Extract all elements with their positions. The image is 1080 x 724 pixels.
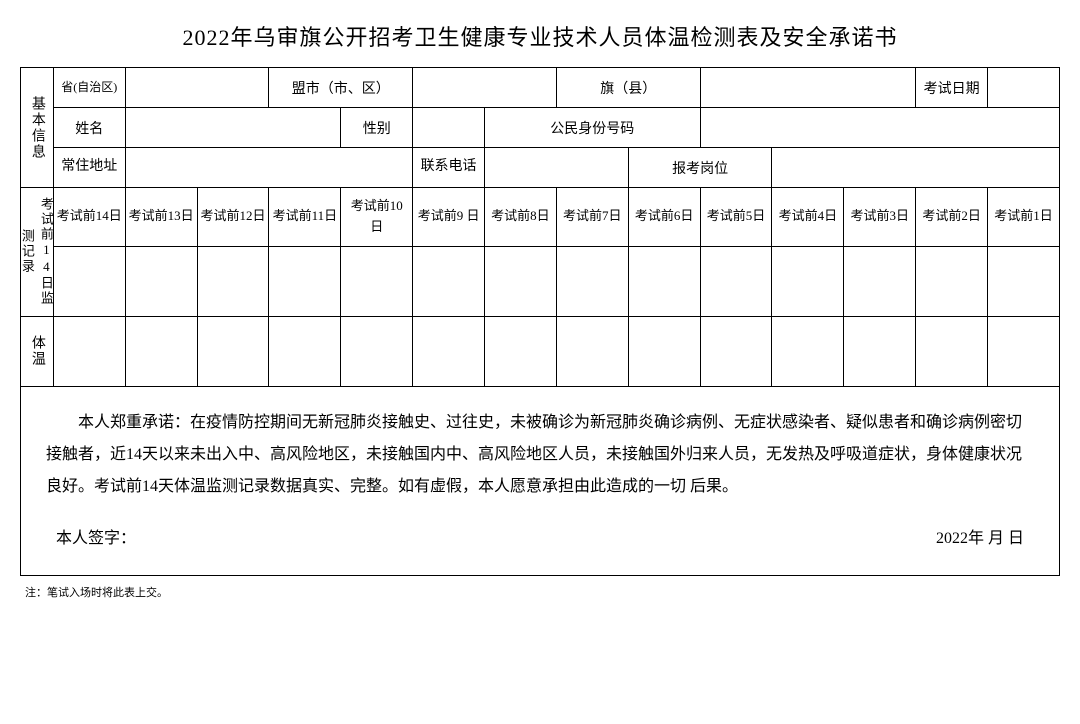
temp-9-value[interactable] [413,316,485,386]
monitoring-data-row [21,246,1060,316]
day-5-value[interactable] [700,246,772,316]
day-11-label: 考试前11日 [269,188,341,247]
day-3-label: 考试前3日 [844,188,916,247]
day-1-value[interactable] [988,246,1060,316]
pledge-text: 本人郑重承诺：在疫情防控期间无新冠肺炎接触史、过往史，未被确诊为新冠肺炎确诊病例… [46,407,1034,503]
province-label: 省(自治区) [53,68,125,108]
temp-11-value[interactable] [269,316,341,386]
temp-7-value[interactable] [556,316,628,386]
temp-1-value[interactable] [988,316,1060,386]
day-4-value[interactable] [772,246,844,316]
position-value[interactable] [772,148,1060,188]
pledge-row: 本人郑重承诺：在疫情防控期间无新冠肺炎接触史、过往史，未被确诊为新冠肺炎确诊病例… [21,386,1060,575]
temp-3-value[interactable] [844,316,916,386]
day-5-label: 考试前5日 [700,188,772,247]
gender-value[interactable] [413,108,485,148]
phone-value[interactable] [485,148,629,188]
day-6-label: 考试前6日 [628,188,700,247]
day-12-value[interactable] [197,246,269,316]
exam-date-label: 考试日期 [916,68,988,108]
day-2-label: 考试前2日 [916,188,988,247]
phone-label: 联系电话 [413,148,485,188]
temp-12-value[interactable] [197,316,269,386]
form-table: 基本信息 省(自治区) 盟市（市、区） 旗（县） 考试日期 姓名 性别 公民身份… [20,67,1060,576]
day-6-value[interactable] [628,246,700,316]
county-value[interactable] [700,68,916,108]
pledge-cell: 本人郑重承诺：在疫情防控期间无新冠肺炎接触史、过往史，未被确诊为新冠肺炎确诊病例… [21,386,1060,575]
day-8-label: 考试前8日 [485,188,557,247]
addr-label: 常住地址 [53,148,125,188]
temp-13-value[interactable] [125,316,197,386]
day-14-label: 考试前14日 [53,188,125,247]
name-label: 姓名 [53,108,125,148]
name-value[interactable] [125,108,341,148]
county-label: 旗（县） [556,68,700,108]
temp-4-value[interactable] [772,316,844,386]
gender-label: 性别 [341,108,413,148]
day-11-value[interactable] [269,246,341,316]
day-header-row: 考试前14日监测记录 考试前14日 考试前13日 考试前12日 考试前11日 考… [21,188,1060,247]
basic-info-label: 基本信息 [21,68,54,188]
day-10-label: 考试前10 日 [341,188,413,247]
province-value[interactable] [125,68,269,108]
day-7-label: 考试前7日 [556,188,628,247]
exam-date-value[interactable] [988,68,1060,108]
footnote: 注：笔试入场时将此表上交。 [25,584,1060,600]
day-7-value[interactable] [556,246,628,316]
basic-info-row1: 基本信息 省(自治区) 盟市（市、区） 旗（县） 考试日期 [21,68,1060,108]
day-2-value[interactable] [916,246,988,316]
day-9-value[interactable] [413,246,485,316]
sign-date: 2022年 月 日 [936,523,1024,555]
temp-2-value[interactable] [916,316,988,386]
temp-6-value[interactable] [628,316,700,386]
id-value[interactable] [700,108,1059,148]
day-9-label: 考试前9 日 [413,188,485,247]
sign-label: 本人签字： [56,523,136,555]
day-12-label: 考试前12日 [197,188,269,247]
monitoring-label: 考试前14日监测记录 [21,188,54,317]
city-label: 盟市（市、区） [269,68,413,108]
basic-info-row3: 常住地址 联系电话 报考岗位 [21,148,1060,188]
addr-value[interactable] [125,148,412,188]
city-value[interactable] [413,68,557,108]
temp-8-value[interactable] [485,316,557,386]
day-4-label: 考试前4日 [772,188,844,247]
day-14-value[interactable] [53,246,125,316]
temperature-label: 体温 [21,316,54,386]
position-label: 报考岗位 [628,148,772,188]
temp-14-value[interactable] [53,316,125,386]
basic-info-row2: 姓名 性别 公民身份号码 [21,108,1060,148]
day-1-label: 考试前1日 [988,188,1060,247]
document-title: 2022年乌审旗公开招考卫生健康专业技术人员体温检测表及安全承诺书 [20,20,1060,52]
day-13-value[interactable] [125,246,197,316]
day-8-value[interactable] [485,246,557,316]
day-10-value[interactable] [341,246,413,316]
id-label: 公民身份号码 [485,108,701,148]
day-3-value[interactable] [844,246,916,316]
temp-10-value[interactable] [341,316,413,386]
day-13-label: 考试前13日 [125,188,197,247]
temperature-row: 体温 [21,316,1060,386]
temp-5-value[interactable] [700,316,772,386]
